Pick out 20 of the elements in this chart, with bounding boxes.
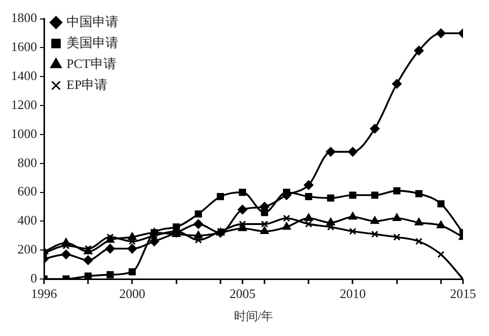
x-tick-label: 2015 xyxy=(450,286,476,302)
x-axis-title: 时间/年 xyxy=(234,308,274,323)
x-tick-label: 1996 xyxy=(31,286,58,302)
y-tick-label: 1800 xyxy=(11,10,37,26)
y-tick-label: 200 xyxy=(18,242,37,257)
y-tick-label: 1000 xyxy=(11,126,37,141)
x-tick-label: 2005 xyxy=(229,286,256,302)
legend-label: 美国申请 xyxy=(66,34,118,50)
y-tick-label: 1200 xyxy=(11,96,37,112)
y-tick-label: 0 xyxy=(30,270,37,286)
legend-label: 中国申请 xyxy=(66,14,118,29)
y-tick-label: 400 xyxy=(18,212,37,228)
x-tick-label: 2000 xyxy=(119,286,146,302)
legend-label: EP申请 xyxy=(66,76,108,92)
y-tick-label: 1400 xyxy=(11,68,37,84)
legend-label: PCT申请 xyxy=(66,56,116,71)
y-tick-label: 600 xyxy=(18,184,37,199)
y-tick-label: 800 xyxy=(18,154,37,170)
x-tick-label: 2010 xyxy=(340,286,366,302)
y-tick-label: 1600 xyxy=(11,39,37,54)
